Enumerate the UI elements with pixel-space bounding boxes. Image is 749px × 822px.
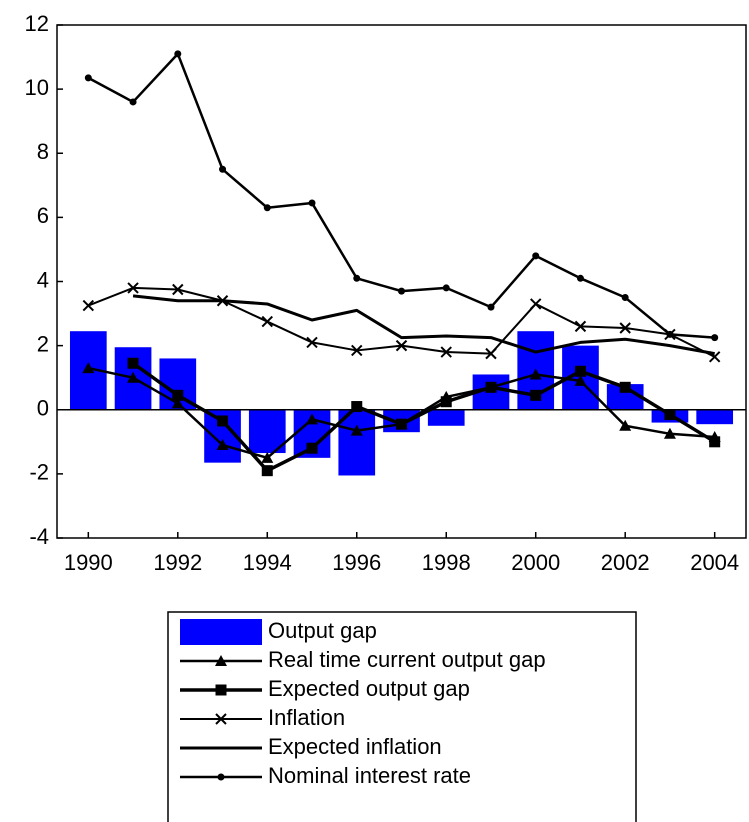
marker [306,413,319,425]
marker [351,401,363,413]
y-tick-label: 0 [37,396,49,421]
x-tick-label: 1992 [153,550,202,575]
marker [219,165,227,173]
x-tick-label: 1996 [332,550,381,575]
y-tick-label: 8 [37,139,49,164]
marker [82,299,95,312]
marker [664,409,676,421]
marker [395,339,408,352]
marker [217,415,229,427]
marker [530,298,542,310]
marker [663,427,676,439]
legend-label: Nominal interest rate [268,763,471,788]
marker [440,396,452,408]
x-tick-label: 2000 [511,550,560,575]
y-tick-label: 10 [25,75,49,100]
marker [396,418,407,430]
marker [487,303,495,311]
marker [261,465,273,477]
marker [308,199,316,207]
marker [171,397,184,409]
legend-label: Expected inflation [268,734,442,759]
x-tick-label: 1994 [243,550,292,575]
marker [530,389,542,401]
marker [353,274,361,282]
marker [529,368,542,380]
marker [619,381,631,393]
legend-box [167,611,637,822]
y-tick-label: 2 [37,331,49,356]
marker [619,419,632,431]
marker [351,344,363,357]
legend-label: Real time current output gap [268,647,546,672]
marker [574,365,586,377]
marker [711,334,719,342]
marker [440,346,452,358]
marker [442,284,450,292]
series-line [132,361,716,473]
marker [532,252,540,260]
marker [261,451,274,463]
marker [172,389,184,401]
legend-marker [215,655,227,666]
marker [174,50,182,58]
bar [696,409,734,425]
x-tick-label: 2002 [601,550,650,575]
marker [619,322,631,334]
legend-label: Inflation [268,705,345,730]
y-tick-label: -2 [29,460,49,485]
marker [216,439,229,451]
bar [338,409,376,476]
x-tick-label: 2004 [690,550,739,575]
marker [129,98,137,106]
marker [576,274,584,282]
marker [709,436,721,448]
marker [172,283,184,296]
bar [427,409,465,426]
x-tick-label: 1998 [422,550,471,575]
series-line [87,52,715,339]
plot-frame [56,24,747,539]
y-tick-label: 6 [37,203,49,228]
series-line [132,294,715,356]
y-tick-label: 4 [37,267,49,292]
legend-marker [217,773,225,781]
marker [666,330,674,338]
legend-marker [215,713,227,725]
marker [127,282,139,294]
marker [350,424,363,436]
marker [574,320,587,333]
marker [306,442,318,454]
marker [306,336,318,349]
marker [398,287,405,295]
marker [485,347,497,360]
marker [263,204,271,212]
x-tick-label: 1990 [64,550,113,575]
legend-marker [215,684,227,696]
marker [261,315,273,328]
y-tick-label: 12 [25,11,49,36]
legend-label: Expected output gap [268,676,470,701]
marker [574,374,587,386]
legend-label: Output gap [268,618,377,643]
marker [82,362,95,374]
marker [621,294,629,302]
marker [84,74,92,82]
legend-swatch [180,619,262,645]
y-tick-label: -4 [29,524,49,549]
marker [485,381,497,393]
marker [127,371,140,383]
marker [127,357,139,369]
